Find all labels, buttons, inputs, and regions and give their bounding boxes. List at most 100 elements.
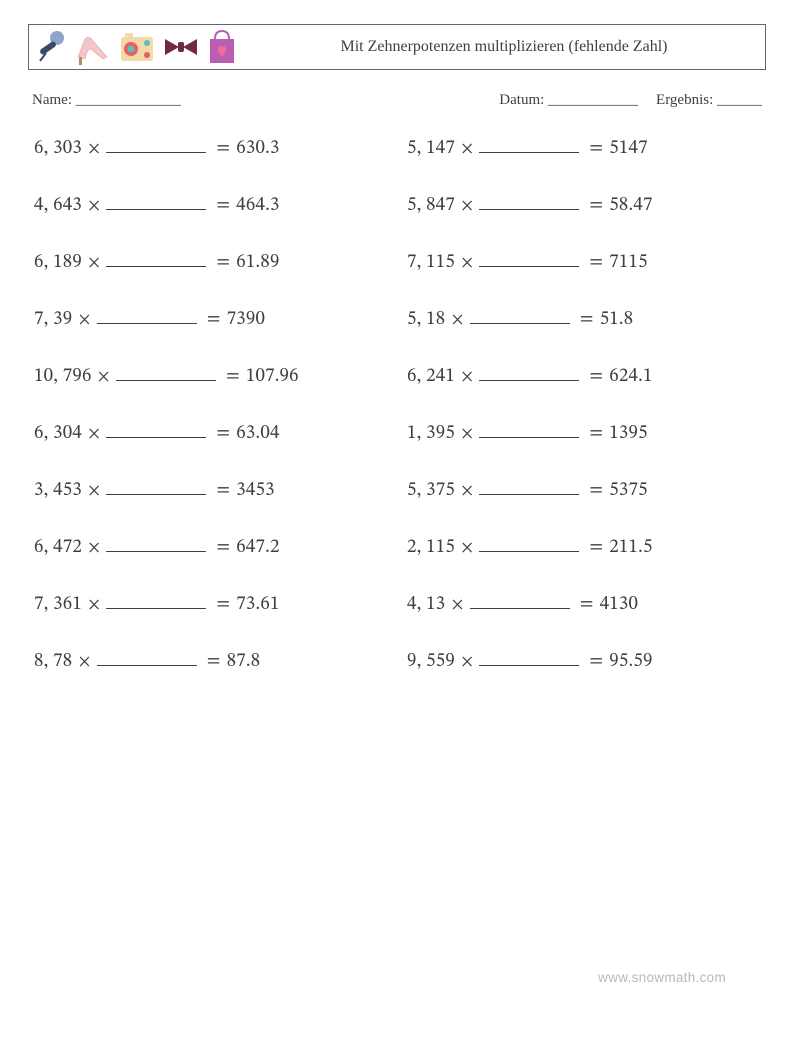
answer-blank[interactable] [106,425,206,438]
answer-blank[interactable] [106,596,206,609]
equals-sign: = [201,310,227,329]
problems-grid: 6, 303× =630.35, 147× =51474, 643× =464.… [28,137,766,674]
equals-sign: = [583,253,609,272]
equals-sign: = [574,595,600,614]
operand-a: 8, 78 [34,652,72,671]
times-operator: × [445,597,469,614]
equals-sign: = [583,367,609,386]
date-label: Datum: [499,92,544,108]
problem: 10, 796× =107.96 [34,365,387,389]
answer-blank[interactable] [479,368,579,381]
operand-a: 4, 643 [34,196,82,215]
problem: 4, 13× =4130 [407,593,760,617]
operand-a: 3, 453 [34,481,82,500]
operand-a: 5, 147 [407,139,455,158]
times-operator: × [455,141,479,158]
times-operator: × [82,255,106,272]
answer-blank[interactable] [116,368,216,381]
equals-sign: = [583,481,609,500]
equals-sign: = [210,196,236,215]
answer-blank[interactable] [479,254,579,267]
operand-a: 5, 847 [407,196,455,215]
result-value: 647.2 [236,538,279,557]
operand-a: 6, 472 [34,538,82,557]
problem: 5, 375× =5375 [407,479,760,503]
meta-right: Datum: ____________ Ergebnis: ______ [499,92,762,109]
result-label: Ergebnis: [656,92,713,108]
result-value: 87.8 [227,652,261,671]
times-operator: × [82,540,106,557]
problem: 6, 304× =63.04 [34,422,387,446]
times-operator: × [455,483,479,500]
problem: 7, 115× =7115 [407,251,760,275]
name-label: Name: [32,92,72,108]
header-icons [29,25,243,69]
problem: 2, 115× =211.5 [407,536,760,560]
microphone-icon [33,27,69,67]
worksheet-title: Mit Zehnerpotenzen multiplizieren (fehle… [243,25,765,69]
answer-blank[interactable] [479,653,579,666]
answer-blank[interactable] [106,539,206,552]
times-operator: × [72,312,96,329]
answer-blank[interactable] [106,197,206,210]
answer-blank[interactable] [479,425,579,438]
result-value: 7390 [227,310,265,329]
equals-sign: = [210,424,236,443]
operand-a: 6, 304 [34,424,82,443]
result-value: 1395 [609,424,647,443]
problem: 5, 18× =51.8 [407,308,760,332]
name-blank[interactable]: ______________ [76,92,181,108]
answer-blank[interactable] [479,539,579,552]
result-blank[interactable]: ______ [717,92,762,108]
operand-a: 9, 559 [407,652,455,671]
times-operator: × [445,312,469,329]
problem: 9, 559× =95.59 [407,650,760,674]
worksheet-page: Mit Zehnerpotenzen multiplizieren (fehle… [0,0,794,1053]
result-value: 61.89 [236,253,279,272]
equals-sign: = [210,595,236,614]
operand-a: 1, 395 [407,424,455,443]
operand-a: 5, 18 [407,310,445,329]
result-value: 4130 [600,595,638,614]
answer-blank[interactable] [97,653,197,666]
times-operator: × [82,426,106,443]
result-value: 464.3 [236,196,279,215]
times-operator: × [455,426,479,443]
equals-sign: = [583,424,609,443]
meta-row: Name: ______________ Datum: ____________… [32,92,762,109]
answer-blank[interactable] [97,311,197,324]
operand-a: 6, 189 [34,253,82,272]
shopping-bag-icon [205,27,239,67]
problem: 6, 241× =624.1 [407,365,760,389]
times-operator: × [455,654,479,671]
answer-blank[interactable] [479,140,579,153]
answer-blank[interactable] [106,140,206,153]
operand-a: 6, 303 [34,139,82,158]
times-operator: × [455,198,479,215]
header-box: Mit Zehnerpotenzen multiplizieren (fehle… [28,24,766,70]
footer-url: www.snowmath.com [598,970,726,985]
high-heel-icon [73,27,113,67]
equals-sign: = [210,538,236,557]
times-operator: × [82,483,106,500]
date-blank[interactable]: ____________ [548,92,638,108]
answer-blank[interactable] [106,254,206,267]
operand-a: 5, 375 [407,481,455,500]
equals-sign: = [583,196,609,215]
answer-blank[interactable] [470,596,570,609]
answer-blank[interactable] [479,197,579,210]
equals-sign: = [574,310,600,329]
problem: 4, 643× =464.3 [34,194,387,218]
problem: 8, 78× =87.8 [34,650,387,674]
equals-sign: = [210,481,236,500]
result-value: 51.8 [600,310,634,329]
result-value: 211.5 [609,538,652,557]
answer-blank[interactable] [470,311,570,324]
equals-sign: = [583,139,609,158]
result-value: 5147 [609,139,647,158]
equals-sign: = [583,652,609,671]
answer-blank[interactable] [479,482,579,495]
answer-blank[interactable] [106,482,206,495]
result-value: 630.3 [236,139,279,158]
operand-a: 7, 115 [407,253,455,272]
